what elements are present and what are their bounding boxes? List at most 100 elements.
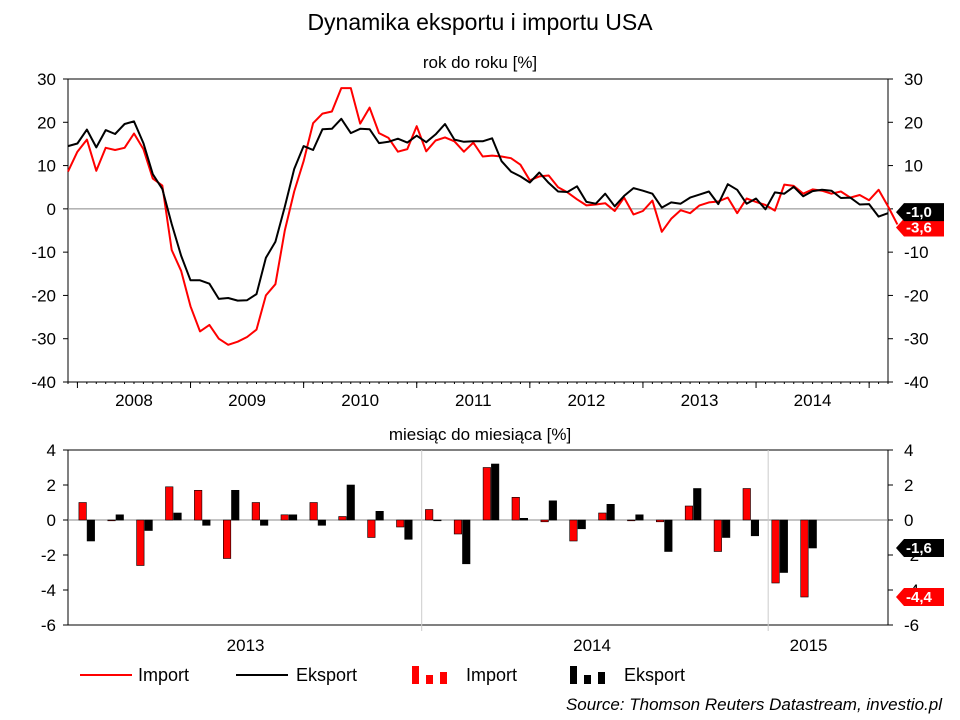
import-yoy-line [67,87,899,346]
top-x-tick-label: 2013 [681,391,719,410]
export-mom-bar [144,519,153,531]
import-mom-bar [136,519,145,566]
import-mom-bar [569,519,578,542]
export-mom-bar [173,512,182,521]
bottom-import-end-label: -4,4 [896,588,944,606]
import-mom-bar [627,519,636,522]
import-mom-bar [367,519,376,538]
export-mom-bar [462,519,471,565]
import-mom-bar [280,514,289,521]
export-mom-bar [693,488,702,521]
top-y-tick-label-right: -20 [904,286,929,305]
import-mom-bar [713,519,722,552]
export-mom-bar [433,519,442,522]
import-mom-bar [165,486,174,521]
export-mom-bar [779,519,788,573]
export-mom-bar [635,514,644,521]
bottom-x-tick-label: 2014 [573,636,611,655]
import-mom-bar [309,502,318,521]
export-mom-bar [375,510,384,521]
top-y-tick-label-left: -10 [31,243,56,262]
top-chart-plot: 30302020101000-10-10-20-20-30-30-40-4020… [31,70,944,410]
import-mom-bar [742,488,751,521]
export-mom-bar [519,517,529,521]
top-y-tick-label-right: -10 [904,243,929,262]
import-mom-bar [684,505,694,521]
export-mom-bar [548,500,557,521]
bottom-y-tick-label-right: 0 [904,511,913,530]
source-note: Source: Thomson Reuters Datastream, inve… [566,695,943,714]
bottom-import-end-label-text: -4,4 [906,589,933,606]
top-export-end-label: -1,0 [896,203,944,222]
import-mom-bar [107,519,116,522]
import-mom-bar [598,512,607,521]
top-plot-frame [67,78,889,383]
top-x-tick-label: 2012 [567,391,605,410]
export-mom-bar [404,519,413,540]
bottom-chart-subtitle: miesiąc do miesiąca [%] [389,425,571,444]
export-mom-bar [722,519,731,538]
export-mom-bar [750,519,760,537]
top-chart-subtitle: rok do roku [%] [423,53,537,72]
export-mom-bar [577,519,586,530]
bottom-y-tick-label-left: 0 [47,511,56,530]
import-mom-bar [453,519,463,535]
export-mom-bar [202,519,211,526]
bottom-export-end-label: -1,6 [896,539,944,557]
top-y-tick-label-right: 20 [904,113,923,132]
export-mom-bar [491,463,500,521]
legend-import-bar-swatch [412,666,447,684]
top-y-tick-label-right: -40 [904,373,929,392]
top-x-tick-label: 2011 [455,391,492,410]
top-y-tick-label-left: 0 [47,200,56,219]
export-mom-bar [115,514,124,521]
import-mom-bar [223,519,232,559]
export-mom-bar [260,519,269,526]
bottom-y-tick-label-left: 2 [47,476,56,495]
top-y-tick-label-left: 20 [37,113,56,132]
top-y-tick-label-left: 10 [37,157,56,176]
top-x-tick-label: 2014 [794,391,832,410]
import-mom-bar [655,519,665,523]
bottom-y-tick-label-right: -6 [904,616,919,635]
import-mom-bar [78,502,87,521]
import-mom-bar [396,519,405,528]
bottom-x-tick-label: 2015 [790,636,828,655]
bottom-y-tick-label-left: -2 [41,546,56,565]
bottom-export-end-label-text: -1,6 [906,540,932,557]
export-mom-bar [288,514,298,521]
bottom-y-tick-label-right: 4 [904,441,913,460]
top-import-end-label-text: -3,6 [906,219,932,236]
bottom-plot-frame [67,449,889,626]
export-mom-bar [231,489,240,521]
top-x-tick-label: 2010 [341,391,379,410]
top-y-tick-label-left: -40 [31,373,56,392]
top-y-tick-label-right: 30 [904,70,923,89]
bottom-export-end-label-shape [896,539,944,557]
top-y-tick-label-left: 30 [37,70,56,89]
top-import-end-label-shape [896,218,944,237]
import-mom-bar [338,516,347,521]
top-import-end-label: -3,6 [896,218,944,237]
top-y-tick-label-left: -20 [31,286,56,305]
top-y-tick-label-right: 10 [904,157,923,176]
bottom-import-end-label-shape [896,588,944,606]
export-mom-bar [317,519,326,526]
top-x-tick-label: 2008 [115,391,153,410]
import-mom-bar [511,496,520,521]
bottom-y-tick-label-left: -4 [41,581,56,600]
import-mom-bar [251,502,260,521]
export-mom-bar [86,519,95,542]
legend: Import Eksport Import Eksport [80,665,685,685]
top-y-tick-label-left: -30 [31,330,56,349]
legend-import-bar-label: Import [466,665,517,685]
export-mom-bar [808,519,817,549]
export-mom-bar [606,503,615,521]
import-mom-bar [194,489,203,521]
bottom-y-tick-label-left: 4 [47,441,56,460]
legend-import-line-label: Import [138,665,189,685]
import-mom-bar [482,467,491,521]
import-mom-bar [425,509,434,521]
import-mom-bar [540,519,549,523]
